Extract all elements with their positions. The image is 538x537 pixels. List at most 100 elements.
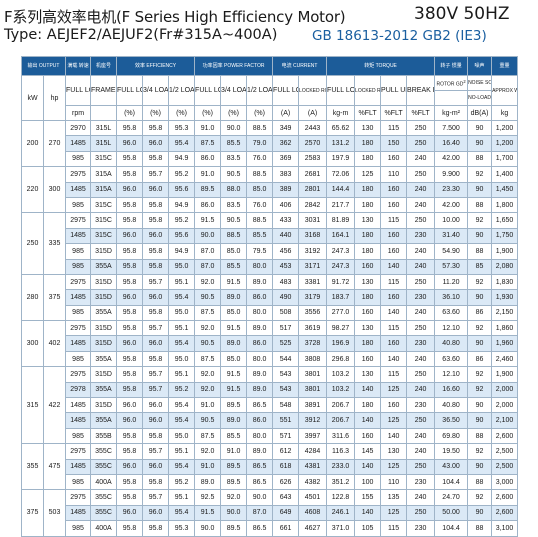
cell-eff-12: 95.0 [168, 427, 196, 445]
unit-frame-blank [90, 105, 118, 121]
header-rotor-gd2: 转子 惯量 [434, 56, 469, 76]
cell-torque-pullup: 160 [380, 243, 408, 260]
header-speed: 满载 转速 [65, 56, 92, 76]
cell-rotor-gd2: 40.80 [434, 397, 469, 414]
cell-pf-full: 92.0 [194, 273, 222, 291]
cell-pf-12: 89.0 [246, 443, 274, 460]
cell-hp: 335 [42, 212, 67, 275]
cell-torque-breakdown: 240 [406, 304, 436, 322]
unit-pf-full: (%) [194, 105, 222, 121]
cell-torque-full: 233.0 [326, 458, 356, 475]
cell-frame: 355A [90, 258, 118, 275]
cell-torque-breakdown: 240 [406, 181, 436, 198]
table-row: 200 270 2970 315L 95.8 95.8 95.3 91.0 90.0 88.5 34… [21, 119, 519, 168]
cell-eff-34: 95.8 [142, 350, 170, 368]
cell-current-locked: 3192 [298, 243, 328, 260]
cell-eff-full: 95.8 [116, 119, 144, 137]
cell-rotor-gd2: 43.00 [434, 458, 469, 475]
cell-current-full: 643 [272, 489, 300, 506]
cell-rotor-gd2: 69.80 [434, 427, 469, 445]
cell-pf-34: 85.0 [220, 243, 248, 260]
cell-eff-34: 95.8 [142, 304, 170, 322]
header-frame: 机座号 [90, 56, 118, 76]
cell-pf-full: 86.0 [194, 150, 222, 168]
cell-noise: 90 [467, 227, 493, 245]
cell-torque-breakdown: 240 [406, 243, 436, 260]
cell-torque-breakdown: 240 [406, 196, 436, 214]
cell-pf-34: 90.0 [220, 504, 248, 522]
cell-torque-breakdown: 240 [406, 258, 436, 275]
cell-noise: 88 [467, 473, 493, 491]
cell-torque-full: 247.3 [326, 243, 356, 260]
cell-eff-full: 95.8 [116, 520, 144, 537]
cell-pf-12: 79.0 [246, 135, 274, 152]
cell-current-locked: 3381 [298, 273, 328, 291]
cell-current-locked: 3556 [298, 304, 328, 322]
header-current-locked: LOCKED ROTOR [298, 75, 328, 106]
cell-pf-34: 89.5 [220, 473, 248, 491]
cell-frame: 315D [90, 243, 118, 260]
unit-gd2: kg-m² [434, 105, 469, 121]
cell-pf-full: 91.5 [194, 212, 222, 229]
cell-pf-34: 89.0 [220, 412, 248, 429]
cell-torque-pullup: 160 [380, 181, 408, 198]
header-torque-pullup: PULL UP [380, 75, 408, 106]
cell-kw: 220 [21, 166, 44, 214]
cell-eff-34: 95.7 [142, 443, 170, 460]
cell-weight: 2,460 [491, 350, 519, 368]
cell-speed: 985 [65, 304, 92, 322]
cell-eff-full: 95.8 [116, 258, 144, 275]
cell-current-full: 433 [272, 212, 300, 229]
cell-pf-full: 91.0 [194, 458, 222, 475]
cell-torque-locked: 130 [354, 366, 382, 383]
cell-current-locked: 4608 [298, 504, 328, 522]
cell-pf-34: 85.5 [220, 135, 248, 152]
cell-speed: 2975 [65, 489, 92, 506]
cell-speed: 985 [65, 473, 92, 491]
cell-pf-12: 88.5 [246, 166, 274, 183]
table-row: 220 300 2975 315A 95.8 95.7 95.2 91.0 90.5 88.5 38… [21, 166, 519, 214]
table-row: 250 335 2975 315C 95.8 95.8 95.2 91.5 90.5 88.5 43… [21, 212, 519, 275]
cell-rotor-gd2: 50.00 [434, 504, 469, 522]
cell-weight: 3,000 [491, 473, 519, 491]
cell-torque-breakdown: 250 [406, 119, 436, 137]
cell-eff-34: 95.7 [142, 489, 170, 506]
cell-pf-full: 87.0 [194, 258, 222, 275]
cell-pf-full: 89.0 [194, 473, 222, 491]
cell-pf-34: 83.5 [220, 150, 248, 168]
cell-torque-pullup: 160 [380, 289, 408, 306]
cell-noise: 88 [467, 150, 493, 168]
cell-rotor-gd2: 42.00 [434, 196, 469, 214]
cell-pf-full: 87.5 [194, 135, 222, 152]
cell-pf-full: 87.0 [194, 243, 222, 260]
cell-frame: 315D [90, 289, 118, 306]
cell-pf-34: 85.5 [220, 427, 248, 445]
cell-current-full: 626 [272, 473, 300, 491]
cell-torque-pullup: 150 [380, 135, 408, 152]
cell-rotor-gd2: 54.90 [434, 243, 469, 260]
cell-current-locked: 4501 [298, 489, 328, 506]
cell-current-locked: 2583 [298, 150, 328, 168]
cell-frame: 315A [90, 181, 118, 198]
header-pf-12: 1/2 LOAD [246, 75, 274, 106]
cell-eff-34: 95.8 [142, 258, 170, 275]
cell-frame: 355C [90, 458, 118, 475]
cell-eff-12: 95.1 [168, 366, 196, 383]
cell-noise: 92 [467, 273, 493, 291]
cell-torque-locked: 160 [354, 350, 382, 368]
cell-torque-full: 277.0 [326, 304, 356, 322]
cell-eff-34: 95.7 [142, 320, 170, 337]
cell-torque-locked: 180 [354, 196, 382, 214]
cell-torque-full: 131.2 [326, 135, 356, 152]
cell-noise: 88 [467, 196, 493, 214]
cell-pf-34: 91.0 [220, 443, 248, 460]
subtitle-row: Type: AEJEF2/AEJUF2(Fr#315A~400A) GB 186… [4, 27, 534, 47]
header-row-groups: 输出 OUTPUT 满载 转速 机座号 效率 EFFICIENCY 功率因率 P… [20, 56, 519, 76]
cell-torque-full: 296.8 [326, 350, 356, 368]
cell-current-full: 389 [272, 181, 300, 198]
cell-torque-pullup: 110 [380, 166, 408, 183]
cell-speed: 1485 [65, 397, 92, 414]
cell-pf-full: 92.0 [194, 381, 222, 399]
cell-eff-full: 95.8 [116, 166, 144, 183]
cell-speed: 1485 [65, 135, 92, 152]
